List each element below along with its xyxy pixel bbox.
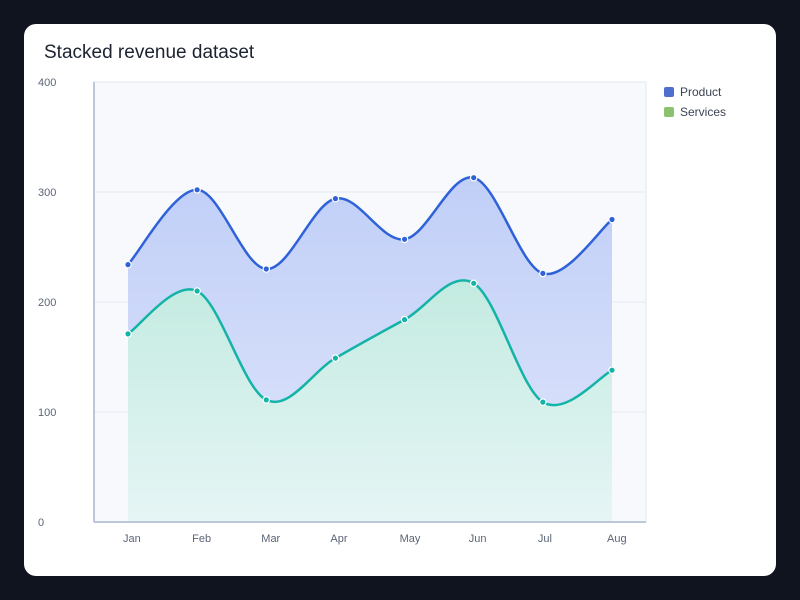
point-product-jul[interactable]: [539, 269, 547, 278]
point-product-apr[interactable]: [331, 194, 340, 203]
point-product-may[interactable]: [400, 235, 409, 244]
axis-layer: [93, 82, 646, 523]
chart-title: Stacked revenue dataset: [44, 42, 255, 63]
area-services: [128, 280, 612, 522]
legend-swatch-product: [664, 87, 674, 97]
y-tick-label: 200: [38, 297, 56, 309]
point-product-feb[interactable]: [193, 186, 201, 194]
line-layer: [127, 176, 613, 407]
point-product-aug[interactable]: [608, 215, 616, 224]
area-layer: [128, 177, 612, 522]
point-services-jan[interactable]: [124, 330, 132, 338]
tick-layer: 0 100 200 300 400 Jan Feb Mar Apr May Jun Jul Aug: [38, 77, 627, 545]
point-services-aug[interactable]: [608, 366, 616, 375]
legend-item-services[interactable]: Services: [664, 102, 726, 122]
y-tick-label: 300: [38, 187, 56, 199]
point-layer: [124, 173, 616, 406]
chart-canvas: 0 100 200 300 400 Jan Feb Mar Apr May Jun Jul Aug: [38, 77, 647, 545]
point-product-jan[interactable]: [124, 260, 132, 269]
legend-item-product[interactable]: Product: [664, 82, 726, 102]
point-services-mar[interactable]: [262, 396, 271, 404]
chart-card: Stacked revenue dataset 0 100 200 300 400 Jan…: [24, 24, 776, 576]
point-product-jun[interactable]: [469, 173, 478, 182]
x-tick-label: Apr: [330, 533, 347, 545]
line-product: [127, 176, 613, 276]
x-tick-label: Aug: [607, 533, 627, 545]
x-tick-label: Mar: [261, 533, 280, 545]
point-product-mar[interactable]: [262, 265, 271, 273]
x-tick-label: Jul: [538, 533, 552, 545]
legend-label-product: Product: [680, 85, 722, 99]
y-tick-label: 0: [38, 517, 44, 529]
y-tick-label: 100: [38, 407, 56, 419]
point-services-feb[interactable]: [193, 287, 201, 295]
point-services-apr[interactable]: [331, 354, 340, 362]
x-tick-label: May: [400, 533, 421, 545]
x-tick-label: Jan: [123, 533, 141, 545]
line-services: [127, 279, 613, 407]
x-tick-label: Jun: [469, 533, 487, 545]
y-tick-label: 400: [38, 77, 56, 89]
legend-swatch-services: [664, 107, 674, 117]
point-services-jul[interactable]: [539, 398, 547, 406]
x-tick-label: Feb: [192, 533, 211, 545]
chart-legend: Product Services: [664, 82, 726, 122]
legend-label-services: Services: [680, 105, 727, 119]
point-services-jun[interactable]: [469, 279, 478, 288]
point-services-may[interactable]: [400, 315, 409, 324]
